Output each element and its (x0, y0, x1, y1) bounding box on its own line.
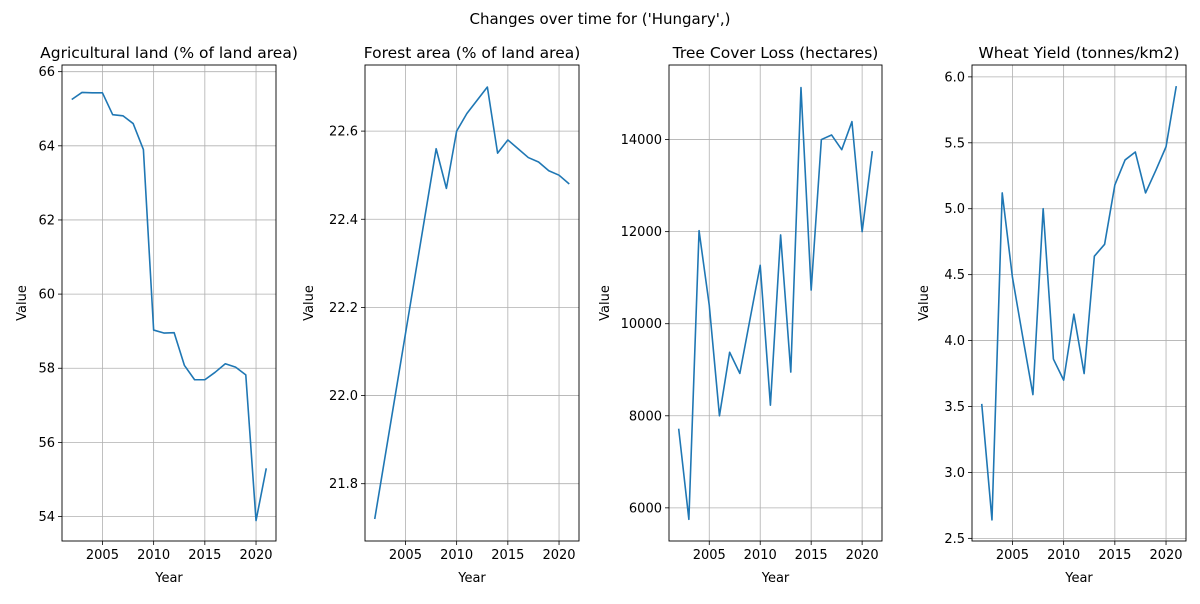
x-axis-label: Year (1064, 571, 1093, 586)
series-line (677, 86, 874, 521)
x-tick-label: 2005 (86, 548, 119, 563)
y-tick-label: 5.0 (944, 202, 965, 217)
axes-frame (971, 64, 1187, 542)
x-tick-label: 2010 (137, 548, 170, 563)
x-tick-label: 2015 (795, 548, 828, 563)
chart-title: Wheat Yield (tonnes/km2) (978, 44, 1179, 62)
x-tick-label: 2010 (744, 548, 777, 563)
x-axis-label: Year (154, 571, 183, 586)
chart-panel-4: 2005 2010 2015 2020 2.5 3.0 3.5 4.0 4.5 5.0 5.5 6.0… (917, 44, 1187, 586)
y-tick-label: 22.6 (329, 125, 358, 140)
x-tick-label: 2015 (491, 548, 524, 563)
chart-title: Tree Cover Loss (hectares) (672, 44, 879, 62)
x-tick-label: 2020 (542, 548, 575, 563)
y-tick-label: 2.5 (944, 532, 965, 547)
y-tick-label: 10000 (621, 317, 662, 332)
chart-panel-1: 2005 2010 2015 2020 54 56 58 60 62 64 66 Agricultur… (15, 44, 298, 586)
y-tick-label: 14000 (621, 133, 662, 148)
y-tick-label: 64 (38, 139, 55, 154)
y-axis-label: Value (917, 285, 932, 321)
y-tick-label: 4.5 (944, 268, 965, 283)
x-axis-label: Year (761, 571, 790, 586)
series-line (980, 85, 1178, 521)
figure-suptitle: Changes over time for ('Hungary',) (469, 10, 730, 28)
y-tick-label: 56 (38, 436, 55, 451)
y-tick-label: 6.0 (944, 70, 965, 85)
y-tick-label: 54 (38, 510, 55, 525)
axes-frame (61, 64, 277, 542)
y-tick-label: 3.0 (944, 466, 965, 481)
y-tick-label: 60 (38, 288, 55, 303)
x-tick-label: 2010 (1047, 548, 1080, 563)
y-tick-label: 4.0 (944, 334, 965, 349)
x-tick-label: 2015 (1098, 548, 1131, 563)
x-axis-label: Year (457, 571, 486, 586)
series-line (373, 86, 570, 520)
y-tick-label: 62 (38, 213, 55, 228)
x-tick-label: 2005 (693, 548, 726, 563)
y-tick-label: 58 (38, 362, 55, 377)
axes-frame (668, 64, 883, 542)
x-tick-label: 2020 (1149, 548, 1182, 563)
chart-title: Forest area (% of land area) (364, 44, 581, 62)
y-tick-label: 8000 (629, 409, 662, 424)
y-tick-label: 5.5 (944, 136, 965, 151)
x-tick-label: 2005 (389, 548, 422, 563)
x-tick-label: 2020 (846, 548, 879, 563)
series-line (71, 91, 268, 522)
y-axis-label: Value (302, 285, 317, 321)
chart-panel-3: 2005 2010 2015 2020 6000 8000 10000 12000 14000 T… (598, 44, 883, 586)
axes-frame (364, 64, 580, 542)
y-tick-label: 22.0 (329, 389, 358, 404)
chart-title: Agricultural land (% of land area) (40, 44, 298, 62)
y-tick-label: 21.8 (329, 477, 358, 492)
chart-panel-2: 2005 2010 2015 2020 21.8 22.0 22.2 22.4 22.6 Fore… (302, 44, 580, 586)
y-tick-label: 6000 (629, 501, 662, 516)
y-tick-label: 22.4 (329, 213, 358, 228)
x-tick-label: 2010 (440, 548, 473, 563)
x-tick-label: 2015 (188, 548, 221, 563)
y-tick-label: 66 (38, 65, 55, 80)
y-axis-label: Value (598, 285, 613, 321)
chart-panels: 2005 2010 2015 2020 54 56 58 60 62 64 66 Agricultur… (15, 44, 1187, 586)
y-tick-label: 3.5 (944, 400, 965, 415)
y-tick-label: 12000 (621, 225, 662, 240)
y-tick-label: 22.2 (329, 301, 358, 316)
x-tick-label: 2020 (239, 548, 272, 563)
y-axis-label: Value (15, 285, 30, 321)
x-tick-label: 2005 (996, 548, 1029, 563)
